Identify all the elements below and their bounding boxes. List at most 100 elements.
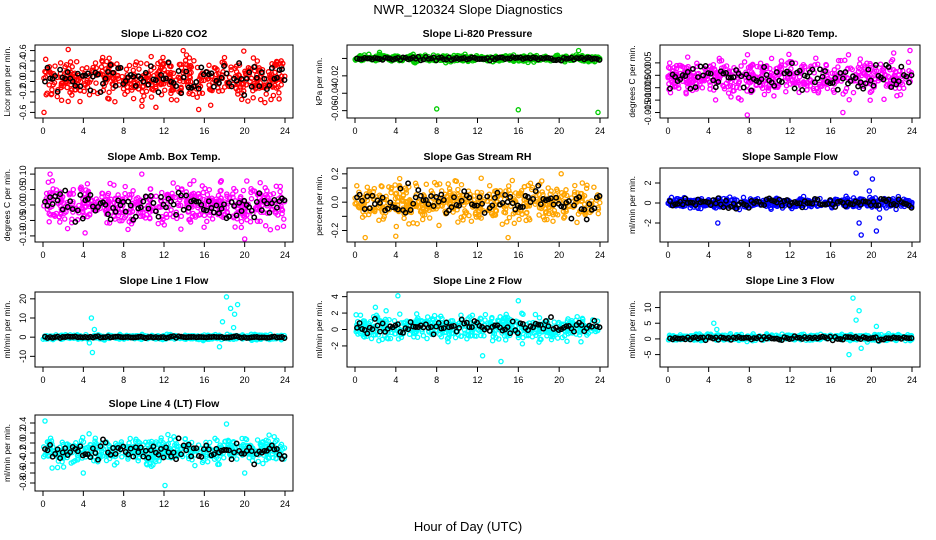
data-point	[397, 311, 403, 317]
data-point	[694, 60, 700, 67]
data-point	[458, 333, 464, 339]
hourly-mean-point	[359, 197, 366, 204]
hourly-mean-point	[256, 83, 263, 90]
hourly-mean-point	[366, 205, 373, 212]
panel-3: Slope Li-820 Temp.degrees C per min.0 4 8 1…	[627, 28, 921, 136]
hourly-mean-point	[479, 55, 486, 62]
data-point	[139, 171, 145, 177]
data-point	[548, 188, 554, 194]
data-point	[170, 180, 176, 186]
data-point	[234, 301, 241, 308]
hourly-mean-points	[42, 59, 288, 99]
data-point	[574, 199, 580, 205]
data-point	[190, 210, 196, 217]
panel-ylabel: ml/min per min.	[2, 300, 12, 358]
data-point	[812, 62, 818, 68]
x-tick-label: 0	[352, 250, 357, 260]
data-point	[767, 204, 774, 211]
data-point	[140, 210, 146, 216]
x-tick-label: 12	[472, 126, 482, 136]
x-tick-label: 24	[595, 126, 605, 136]
data-point	[426, 215, 433, 221]
data-point	[712, 97, 719, 103]
data-point	[876, 215, 883, 221]
hourly-mean-point	[761, 202, 768, 209]
hourly-mean-point	[369, 192, 376, 199]
y-tick-label: 0.000	[643, 64, 653, 87]
data-point	[735, 95, 742, 101]
data-point	[435, 315, 442, 321]
data-point	[84, 181, 91, 187]
data-point	[477, 315, 484, 321]
data-point	[178, 226, 184, 232]
data-point	[376, 49, 383, 56]
hourly-mean-point	[238, 208, 245, 214]
data-point	[241, 214, 248, 220]
x-tick-label: 20	[240, 375, 250, 385]
x-tick-label: 0	[352, 126, 357, 136]
hourly-mean-point	[115, 197, 122, 204]
hourly-mean-point	[834, 198, 841, 205]
data-point	[41, 109, 47, 116]
hourly-mean-point	[200, 206, 207, 213]
hourly-mean-point	[115, 65, 122, 72]
data-point	[262, 223, 269, 229]
data-point	[383, 308, 389, 314]
data-point	[520, 334, 526, 341]
hourly-mean-points	[354, 180, 603, 223]
data-point	[231, 311, 238, 317]
hourly-mean-point	[425, 324, 432, 331]
hourly-mean-point	[748, 87, 755, 94]
hourly-mean-point	[95, 71, 101, 78]
hourly-mean-point	[208, 205, 215, 211]
data-point	[128, 206, 134, 212]
hourly-mean-point	[491, 322, 498, 329]
data-point	[771, 93, 777, 99]
data-point	[186, 65, 193, 71]
hourly-mean-points	[354, 53, 603, 64]
hourly-mean-point	[248, 83, 255, 90]
data-point	[425, 328, 432, 334]
hourly-mean-point	[855, 83, 862, 90]
hourly-mean-point	[687, 199, 694, 206]
data-point	[277, 183, 284, 190]
data-point	[88, 315, 95, 321]
data-point	[847, 65, 854, 71]
hourly-mean-point	[763, 72, 770, 78]
data-point	[57, 60, 64, 66]
hourly-mean-point	[268, 65, 275, 72]
hourly-mean-point	[776, 196, 783, 203]
x-tick-label: 0	[40, 250, 45, 260]
data-point	[130, 67, 137, 74]
hourly-mean-point	[563, 55, 570, 62]
data-point	[386, 316, 392, 323]
data-point	[172, 194, 178, 201]
panel-4: Slope Amb. Box Temp.degrees C per min.0 4…	[2, 151, 294, 260]
hourly-mean-point	[95, 204, 101, 210]
y-tick-label: -0.05	[18, 210, 28, 231]
data-point	[858, 232, 864, 238]
hourly-mean-point	[281, 77, 288, 83]
data-point	[398, 334, 405, 341]
data-point	[506, 187, 512, 194]
data-point	[867, 97, 873, 103]
data-point	[262, 185, 268, 191]
data-point	[221, 54, 228, 61]
hourly-mean-point	[672, 73, 679, 80]
data-point	[76, 202, 82, 209]
data-point	[574, 219, 580, 226]
data-point	[235, 91, 241, 97]
hourly-mean-point	[54, 197, 61, 204]
data-point	[539, 178, 545, 184]
hourly-mean-point	[356, 320, 363, 327]
data-point	[768, 55, 775, 62]
x-tick-label: 24	[595, 250, 605, 260]
data-point	[461, 327, 468, 333]
data-point	[686, 80, 693, 87]
hourly-mean-point	[545, 54, 552, 61]
data-point	[251, 188, 258, 194]
data-point	[90, 64, 96, 71]
data-point	[673, 65, 680, 72]
data-point	[196, 193, 202, 200]
